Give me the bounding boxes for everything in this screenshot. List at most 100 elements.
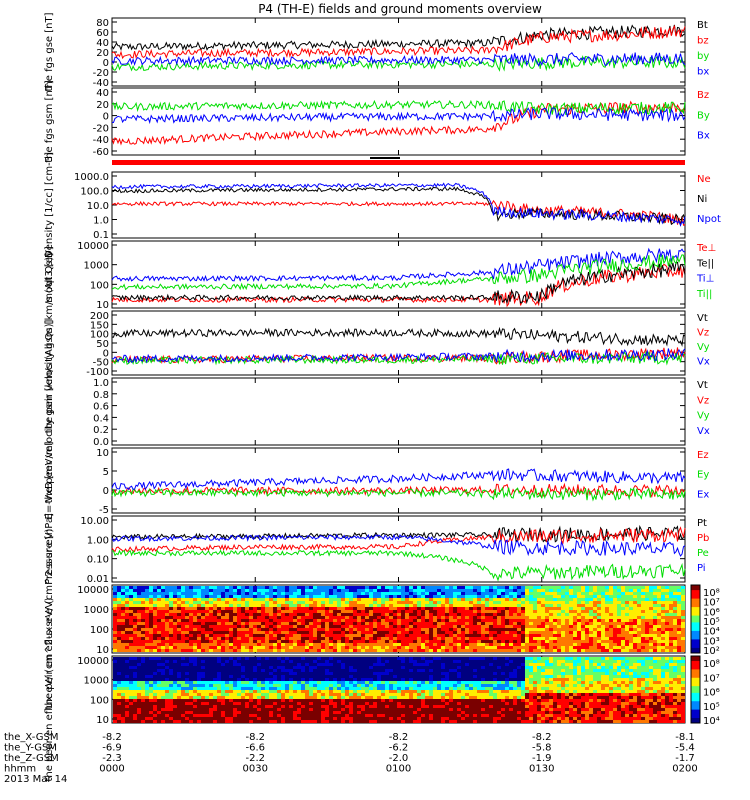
spectrogram-cell xyxy=(357,699,361,702)
spectrogram-cell xyxy=(305,607,309,610)
spectrogram-cell xyxy=(353,720,357,723)
spectrogram-cell xyxy=(265,643,269,646)
spectrogram-cell xyxy=(637,604,641,607)
spectrogram-cell xyxy=(253,613,257,616)
spectrogram-cell xyxy=(333,666,337,669)
spectrogram-cell xyxy=(261,657,265,660)
spectrogram-cell xyxy=(273,714,277,717)
spectrogram-cell xyxy=(349,643,353,646)
spectrogram-cell xyxy=(269,643,273,646)
spectrogram-cell xyxy=(413,646,417,649)
spectrogram-cell xyxy=(153,678,157,681)
spectrogram-cell xyxy=(489,598,493,601)
spectrogram-cell xyxy=(589,631,593,634)
spectrogram-cell xyxy=(321,589,325,592)
spectrogram-cell xyxy=(541,616,545,619)
spectrogram-cell xyxy=(473,604,477,607)
spectrogram-cell xyxy=(277,634,281,637)
spectrogram-cell xyxy=(589,610,593,613)
spectrogram-cell xyxy=(241,649,245,652)
spectrogram-cell xyxy=(117,622,121,625)
legend-Ey: Ey xyxy=(697,470,709,481)
spectrogram-cell xyxy=(309,705,313,708)
spectrogram-cell xyxy=(261,675,265,678)
spectrogram-cell xyxy=(293,660,297,663)
spectrogram-cell xyxy=(345,681,349,684)
spectrogram-cell xyxy=(273,681,277,684)
y-tick-label: 50 xyxy=(96,339,109,350)
spectrogram-cell xyxy=(641,589,645,592)
spectrogram-cell xyxy=(125,699,129,702)
y-tick-label: 0 xyxy=(103,58,109,69)
spectrogram-cell xyxy=(317,678,321,681)
spectrogram-cell xyxy=(125,640,129,643)
spectrogram-cell xyxy=(141,693,145,696)
spectrogram-cell xyxy=(293,607,297,610)
spectrogram-cell xyxy=(273,646,277,649)
spectrogram-cell xyxy=(145,687,149,690)
spectrogram-cell xyxy=(129,720,133,723)
spectrogram-cell xyxy=(569,613,573,616)
spectrogram-cell xyxy=(361,672,365,675)
spectrogram-cell xyxy=(669,586,673,589)
spectrogram-cell xyxy=(341,607,345,610)
spectrogram-cell xyxy=(569,625,573,628)
spectrogram-cell xyxy=(377,592,381,595)
spectrogram-cell xyxy=(373,657,377,660)
spectrogram-cell xyxy=(649,646,653,649)
spectrogram-cell xyxy=(177,681,181,684)
spectrogram-cell xyxy=(401,622,405,625)
spectrogram-cell xyxy=(645,634,649,637)
spectrogram-cell xyxy=(169,714,173,717)
spectrogram-cell xyxy=(557,604,561,607)
spectrogram-cell xyxy=(609,643,613,646)
spectrogram-cell xyxy=(253,714,257,717)
spectrogram-cell xyxy=(641,610,645,613)
spectrogram-cell xyxy=(305,601,309,604)
spectrogram-cell xyxy=(589,628,593,631)
spectrogram-cell xyxy=(257,666,261,669)
spectrogram-cell xyxy=(281,693,285,696)
spectrogram-cell xyxy=(517,625,521,628)
spectrogram-cell xyxy=(293,687,297,690)
spectrogram-cell xyxy=(281,649,285,652)
spectrogram-cell xyxy=(157,708,161,711)
spectrogram-cell xyxy=(177,687,181,690)
spectrogram-cell xyxy=(281,601,285,604)
spectrogram-cell xyxy=(125,669,129,672)
spectrogram-cell xyxy=(373,589,377,592)
spectrogram-cell xyxy=(153,625,157,628)
spectrogram-cell xyxy=(457,643,461,646)
spectrogram-cell xyxy=(145,610,149,613)
spectrogram-cell xyxy=(353,666,357,669)
spectrogram-cell xyxy=(121,619,125,622)
spectrogram-cell xyxy=(313,675,317,678)
spectrogram-cell xyxy=(253,643,257,646)
spectrogram-cell xyxy=(121,628,125,631)
spectrogram-cell xyxy=(353,595,357,598)
spectrogram-cell xyxy=(113,666,117,669)
spectrogram-cell xyxy=(221,702,225,705)
spectrogram-cell xyxy=(189,634,193,637)
spectrogram-cell xyxy=(161,622,165,625)
spectrogram-cell xyxy=(537,628,541,631)
spectrogram-cell xyxy=(189,660,193,663)
spectrogram-cell xyxy=(129,705,133,708)
spectrogram-cell xyxy=(477,631,481,634)
spectrogram-cell xyxy=(561,607,565,610)
spectrogram-cell xyxy=(245,660,249,663)
spectrogram-cell xyxy=(129,625,133,628)
spectrogram-cell xyxy=(677,607,681,610)
spectrogram-cell xyxy=(505,586,509,589)
spectrogram-cell xyxy=(153,589,157,592)
spectrogram-cell xyxy=(261,711,265,714)
spectrogram-cell xyxy=(257,720,261,723)
spectrogram-cell xyxy=(605,619,609,622)
colorbar-cell xyxy=(691,593,700,596)
spectrogram-cell xyxy=(477,649,481,652)
spectrogram-cell xyxy=(625,586,629,589)
spectrogram-cell xyxy=(269,607,273,610)
series-line-Npot xyxy=(111,182,686,227)
spectrogram-cell xyxy=(669,643,673,646)
spectrogram-cell xyxy=(293,610,297,613)
